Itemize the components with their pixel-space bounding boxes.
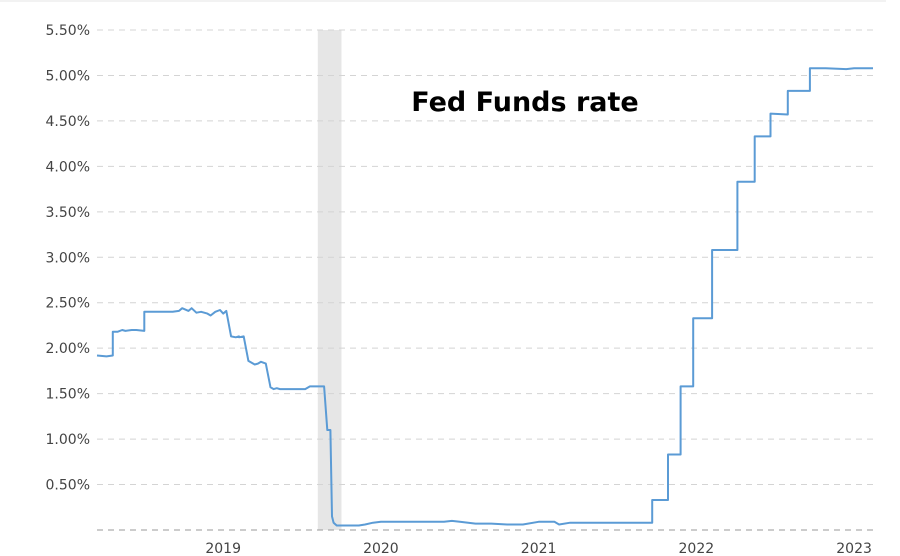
- grid-layer: [97, 29, 873, 531]
- x-tick-label: 2021: [521, 541, 557, 556]
- y-tick-label: 1.00%: [46, 432, 90, 448]
- series-layer: [96, 67, 873, 527]
- y-tick-label: 3.50%: [46, 205, 90, 221]
- y-tick-label: 2.00%: [46, 341, 90, 357]
- y-tick-label: 2.50%: [46, 296, 90, 312]
- series-line: [96, 67, 873, 527]
- x-tick-label: 2023: [836, 541, 872, 556]
- x-tick-label: 2022: [679, 541, 715, 556]
- y-tick-label: 5.00%: [46, 68, 90, 84]
- shaded-region: [317, 30, 342, 530]
- chart-title: Fed Funds rate: [411, 87, 638, 118]
- y-tick-label: 5.50%: [46, 23, 90, 39]
- x-tick-label: 2019: [205, 541, 241, 556]
- y-tick-label: 0.50%: [46, 478, 90, 494]
- x-tick-label: 2020: [363, 541, 399, 556]
- y-tick-label: 4.50%: [46, 114, 90, 130]
- shading-layer: [317, 30, 342, 530]
- y-tick-label: 3.00%: [46, 250, 90, 266]
- y-tick-label: 1.50%: [46, 387, 90, 403]
- y-axis: 0.50% 1.00% 1.50% 2.00% 2.50% 3.00% 3.50% 4.00%…: [46, 23, 90, 494]
- y-tick-label: 4.00%: [46, 159, 90, 175]
- x-axis: 2019 2020 2021 2022 2023: [205, 541, 872, 556]
